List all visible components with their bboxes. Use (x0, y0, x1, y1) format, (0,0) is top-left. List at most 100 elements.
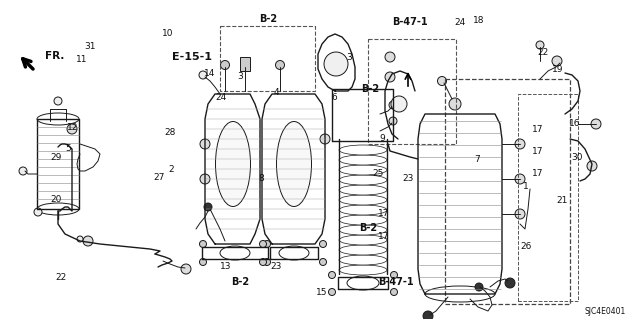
Text: 5: 5 (66, 144, 71, 153)
Circle shape (264, 258, 271, 265)
Text: 17: 17 (378, 232, 390, 241)
Ellipse shape (339, 185, 387, 195)
Ellipse shape (347, 276, 379, 290)
Circle shape (275, 61, 285, 70)
Circle shape (385, 52, 395, 62)
Text: 11: 11 (76, 55, 87, 63)
Circle shape (328, 288, 335, 295)
Text: 16: 16 (569, 119, 580, 128)
Text: 23: 23 (402, 174, 413, 183)
Circle shape (259, 241, 266, 248)
Ellipse shape (339, 175, 387, 185)
Circle shape (77, 236, 83, 242)
Circle shape (391, 96, 407, 112)
Text: 24: 24 (215, 93, 227, 102)
Circle shape (242, 62, 248, 68)
Circle shape (200, 174, 210, 184)
Text: 28: 28 (164, 128, 175, 137)
Circle shape (390, 271, 397, 278)
Text: 17: 17 (532, 125, 543, 134)
Text: 15: 15 (316, 288, 327, 297)
Text: 25: 25 (372, 169, 383, 178)
Ellipse shape (339, 215, 387, 225)
Circle shape (449, 98, 461, 110)
Circle shape (320, 134, 330, 144)
Circle shape (591, 119, 601, 129)
Text: B-47-1: B-47-1 (392, 17, 428, 27)
Ellipse shape (276, 122, 312, 206)
Circle shape (505, 278, 515, 288)
Bar (445, 79, 570, 304)
Ellipse shape (220, 246, 250, 260)
Ellipse shape (339, 145, 387, 155)
Circle shape (200, 258, 207, 265)
Text: 10: 10 (162, 29, 173, 38)
Text: 20: 20 (51, 195, 62, 204)
Text: 14: 14 (204, 69, 216, 78)
Text: 29: 29 (51, 153, 62, 162)
Circle shape (515, 209, 525, 219)
Text: 31: 31 (84, 42, 95, 51)
Circle shape (389, 117, 397, 125)
Text: 22: 22 (537, 48, 548, 57)
Circle shape (200, 241, 207, 248)
Text: 17: 17 (532, 147, 543, 156)
Text: B-2: B-2 (231, 277, 249, 287)
Text: 2: 2 (169, 165, 174, 174)
Text: 13: 13 (220, 262, 231, 271)
Circle shape (199, 71, 207, 79)
Ellipse shape (339, 265, 387, 275)
Ellipse shape (339, 155, 387, 165)
Ellipse shape (339, 165, 387, 175)
Text: B-47-1: B-47-1 (378, 277, 413, 287)
Bar (240, 57, 250, 71)
Text: 30: 30 (572, 153, 583, 162)
Text: 17: 17 (532, 169, 543, 178)
Text: 26: 26 (520, 242, 532, 251)
Circle shape (83, 236, 93, 246)
Ellipse shape (339, 245, 387, 255)
Ellipse shape (279, 246, 309, 260)
Ellipse shape (339, 235, 387, 245)
Text: 23: 23 (271, 262, 282, 271)
Ellipse shape (37, 203, 79, 215)
Circle shape (385, 72, 395, 82)
Circle shape (328, 271, 335, 278)
Circle shape (389, 101, 397, 109)
Circle shape (324, 52, 348, 76)
Text: 7: 7 (474, 155, 479, 164)
Circle shape (54, 97, 62, 105)
Text: 21: 21 (556, 196, 568, 205)
Ellipse shape (339, 205, 387, 215)
Text: 22: 22 (55, 273, 67, 282)
Bar (368, 39, 456, 144)
Circle shape (264, 241, 271, 248)
Text: 3: 3 (237, 72, 243, 81)
Text: 19: 19 (552, 65, 564, 74)
Circle shape (19, 167, 27, 175)
Circle shape (390, 288, 397, 295)
Ellipse shape (216, 122, 250, 206)
Ellipse shape (425, 286, 495, 302)
Circle shape (67, 124, 77, 134)
Circle shape (200, 139, 210, 149)
Circle shape (515, 174, 525, 184)
Circle shape (438, 77, 447, 85)
Ellipse shape (339, 195, 387, 205)
Text: 8: 8 (259, 174, 264, 183)
Text: 1: 1 (524, 182, 529, 191)
Text: B-2: B-2 (361, 84, 379, 94)
Text: 9: 9 (380, 134, 385, 143)
Circle shape (34, 208, 42, 216)
Circle shape (475, 283, 483, 291)
Text: 24: 24 (454, 19, 465, 27)
Circle shape (259, 258, 266, 265)
Text: 17: 17 (378, 209, 390, 218)
Circle shape (181, 264, 191, 274)
Text: 18: 18 (473, 16, 484, 25)
Bar (220, 26, 315, 91)
Circle shape (515, 139, 525, 149)
Circle shape (319, 241, 326, 248)
Text: FR.: FR. (45, 51, 65, 61)
Text: 4: 4 (274, 88, 279, 97)
